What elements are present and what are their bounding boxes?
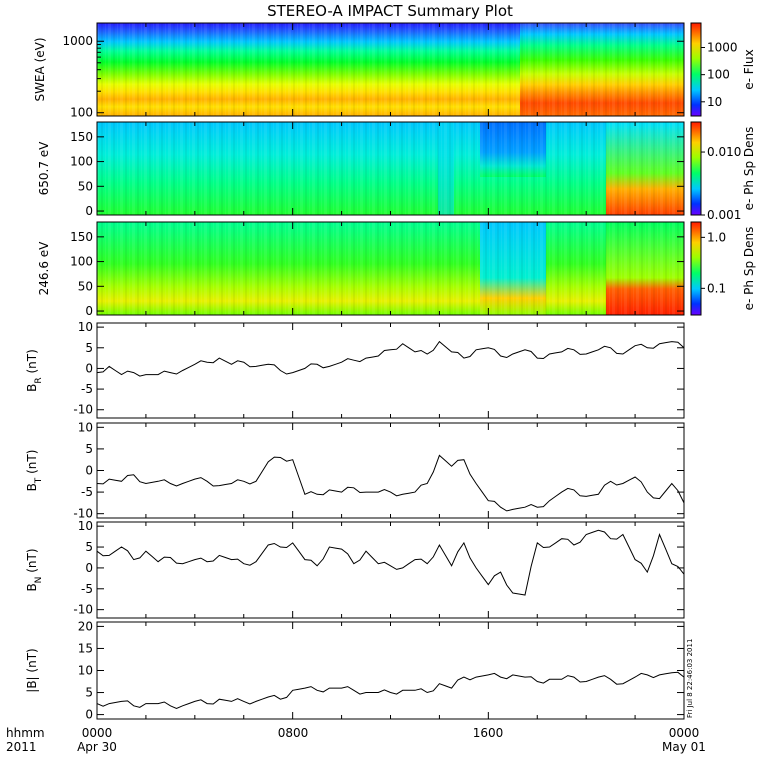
pad-650-axis: 150 100 50 0 650.7 eV bbox=[37, 122, 685, 218]
pad650-colorbar-label: e- Ph Sp Dens bbox=[742, 127, 756, 211]
time-axis-year-label: 2011 bbox=[6, 740, 37, 754]
pad-246-colorbar bbox=[691, 222, 701, 315]
bmag-ylabel: |B| (nT) bbox=[25, 648, 39, 692]
swea-colorbar-label: e- Flux bbox=[742, 49, 756, 89]
pad650-ytick-label: 100 bbox=[70, 155, 93, 169]
pad246-ytick-label: 150 bbox=[70, 230, 93, 244]
bn-ytick-label: 0 bbox=[85, 561, 93, 575]
pad650-ytick-label: 50 bbox=[78, 179, 93, 193]
pad-650-spectrogram bbox=[97, 122, 684, 215]
bt-trace bbox=[96, 454, 685, 512]
time-tick-0800: 0800 bbox=[278, 726, 309, 740]
bt-ytick-label: -10 bbox=[73, 507, 93, 521]
bt-ytick-label: -5 bbox=[81, 485, 93, 499]
bmag-ytick-label: 15 bbox=[78, 641, 93, 655]
time-axis-hhmm-label: hhmm bbox=[6, 726, 45, 740]
bt-ytick-label: 10 bbox=[78, 420, 93, 434]
time-tick-1600: 1600 bbox=[473, 726, 504, 740]
swea-colorbar-tick-label: 1000 bbox=[707, 41, 738, 55]
time-date-start: Apr 30 bbox=[77, 740, 117, 754]
time-axis: hhmm 2011 0000 0800 1600 0000 Apr 30 May… bbox=[6, 726, 706, 754]
bn-trace bbox=[96, 529, 685, 596]
pad246-colorbar-label: e- Ph Sp Dens bbox=[742, 227, 756, 311]
pad-246-spectrogram bbox=[97, 222, 684, 315]
pad-246-colorbar-ticks: 1.0 0.1 e- Ph Sp Dens bbox=[701, 227, 756, 311]
swea-ylabel: SWEA (eV) bbox=[33, 37, 47, 101]
swea-ytick-label: 1000 bbox=[62, 34, 93, 48]
pad-246-axis: 150 100 50 0 246.6 eV bbox=[37, 222, 685, 318]
pad246-ylabel: 246.6 eV bbox=[37, 241, 51, 296]
swea-colorbar-tick-label: 100 bbox=[707, 68, 730, 82]
bn-panel: 10 5 0 -5 -10 BN (nT) bbox=[25, 519, 685, 618]
bn-ylabel: BN (nT) bbox=[25, 548, 44, 591]
br-frame bbox=[96, 322, 685, 419]
bmag-trace bbox=[96, 671, 685, 709]
br-ytick-label: -10 bbox=[73, 403, 93, 417]
bt-ylabel: BT (nT) bbox=[25, 450, 44, 492]
bn-ytick-label: -10 bbox=[73, 603, 93, 617]
bt-frame bbox=[96, 422, 685, 519]
time-date-end: May 01 bbox=[662, 740, 706, 754]
br-ylabel: BR (nT) bbox=[25, 349, 44, 392]
pad-650-colorbar bbox=[691, 122, 701, 215]
pad246-colorbar-tick-label: 0.1 bbox=[707, 281, 726, 295]
swea-axis: 1000 100 SWEA (eV) bbox=[33, 23, 685, 120]
pad246-ytick-label: 0 bbox=[85, 304, 93, 318]
pad650-ytick-label: 0 bbox=[85, 204, 93, 218]
bn-frame bbox=[96, 521, 685, 619]
time-tick-0000-start: 0000 bbox=[82, 726, 113, 740]
br-panel: 10 5 0 -5 -10 BR (nT) bbox=[25, 320, 685, 418]
br-ytick-label: 0 bbox=[85, 361, 93, 375]
bn-ytick-label: -5 bbox=[81, 582, 93, 596]
bmag-ytick-label: 5 bbox=[85, 686, 93, 700]
pad650-colorbar-tick-label: 0.010 bbox=[707, 145, 741, 159]
bmag-ytick-label: 20 bbox=[78, 619, 93, 633]
swea-colorbar-tick-label: 10 bbox=[707, 95, 722, 109]
pad650-ytick-label: 150 bbox=[70, 130, 93, 144]
swea-spectrogram-texture bbox=[97, 23, 684, 116]
bmag-panel: 20 15 10 5 0 |B| (nT) bbox=[25, 619, 685, 722]
swea-colorbar-frame bbox=[690, 22, 702, 117]
swea-ytick-label: 100 bbox=[70, 106, 93, 120]
pad246-colorbar-tick-label: 1.0 bbox=[707, 230, 726, 244]
bt-panel: 10 5 0 -5 -10 BT (nT) bbox=[25, 420, 685, 521]
br-ytick-label: 10 bbox=[78, 320, 93, 334]
creation-timestamp: Fri Jul 8 22:46:03 2011 bbox=[686, 639, 694, 718]
pad246-ytick-label: 50 bbox=[78, 279, 93, 293]
pad650-colorbar-tick-label: 0.001 bbox=[707, 208, 741, 222]
pad-246-colorbar-frame bbox=[690, 221, 702, 316]
pad246-ytick-label: 100 bbox=[70, 255, 93, 269]
time-tick-0000-end: 0000 bbox=[669, 726, 700, 740]
pad-246-texture bbox=[97, 222, 684, 315]
bmag-ytick-label: 10 bbox=[78, 664, 93, 678]
pad-650-texture bbox=[97, 122, 684, 215]
swea-colorbar bbox=[691, 23, 701, 116]
bn-ytick-label: 10 bbox=[78, 519, 93, 533]
br-trace bbox=[96, 340, 685, 377]
bn-ytick-label: 5 bbox=[85, 540, 93, 554]
swea-colorbar-ticks: 1000 100 10 e- Flux bbox=[701, 41, 756, 109]
pad650-ylabel: 650.7 eV bbox=[37, 141, 51, 196]
bmag-ytick-label: 0 bbox=[85, 708, 93, 722]
plot-title: STEREO-A IMPACT Summary Plot bbox=[267, 2, 513, 20]
pad-650-colorbar-frame bbox=[690, 121, 702, 216]
br-ytick-label: -5 bbox=[81, 382, 93, 396]
br-ytick-label: 5 bbox=[85, 341, 93, 355]
bt-ytick-label: 0 bbox=[85, 464, 93, 478]
swea-spectrogram bbox=[97, 23, 684, 116]
bt-ytick-label: 5 bbox=[85, 442, 93, 456]
